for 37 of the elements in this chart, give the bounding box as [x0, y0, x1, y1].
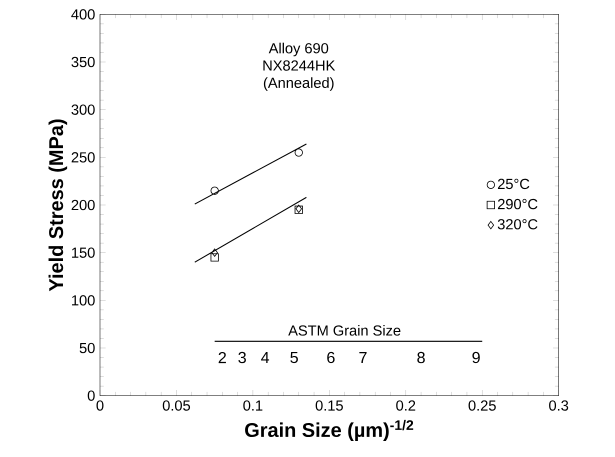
annotation: 8 [417, 352, 425, 364]
annotation: 4 [261, 352, 270, 364]
text: Alloy 690 [268, 42, 328, 56]
x-tick-label: 0 [96, 400, 104, 411]
x-tick-label: 0.25 [468, 400, 496, 411]
point [294, 148, 303, 157]
legend-label: 290°C [498, 198, 538, 210]
annotation: (Annealed) [264, 77, 334, 91]
point [210, 186, 219, 195]
annotation: 9 [472, 352, 480, 364]
point [210, 253, 219, 262]
y-tick-label: 50 [80, 342, 95, 354]
x-tick-label: 0.1 [243, 400, 262, 411]
y-tick-label: 300 [71, 104, 95, 115]
annotation: 5 [290, 352, 298, 364]
y-tick-label: 250 [72, 152, 95, 163]
y-axis-title: Yield Stress (MPa) [48, 119, 68, 292]
y-tick-label: 400 [71, 9, 95, 20]
text: NX8244HK [263, 60, 336, 71]
y-tick-label: 200 [72, 200, 95, 210]
annotation: 7 [359, 352, 367, 364]
point [211, 248, 218, 257]
x-tick-label: 0.05 [162, 400, 190, 411]
x-tick-label: 0.15 [316, 400, 343, 411]
y-tick-label: 150 [72, 248, 95, 258]
x-axis-title: Grain Size (µm)$^{-1/2}$ [245, 420, 414, 442]
annotation: 6 [327, 352, 335, 364]
annotation: 3 [238, 352, 246, 364]
annotation: 2 [218, 352, 226, 364]
x-tick-label: 0.2 [396, 400, 416, 411]
y-tick-label: 350 [71, 56, 95, 68]
legend-label: 320°C [498, 219, 538, 230]
annotation: ASTM Grain Size [288, 324, 400, 336]
y-tick-label: 100 [72, 295, 95, 306]
legend-label: 25°C [498, 178, 530, 190]
y-tick-label: 0 [88, 390, 95, 401]
x-tick-label: 0.3 [549, 400, 568, 411]
